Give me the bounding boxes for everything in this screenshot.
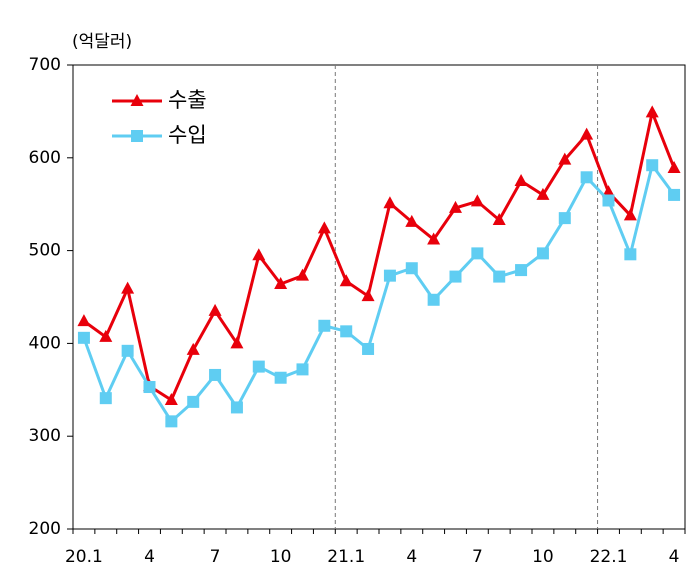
marker bbox=[274, 277, 288, 290]
legend-label: 수입 bbox=[168, 123, 207, 147]
y-tick-label: 600 bbox=[29, 148, 61, 168]
x-tick-label: 7 bbox=[472, 547, 483, 567]
x-tick-label: 4 bbox=[669, 547, 680, 567]
marker bbox=[558, 212, 571, 225]
marker bbox=[99, 392, 112, 405]
marker bbox=[99, 329, 113, 342]
x-tick-label: 4 bbox=[406, 547, 417, 567]
series-line bbox=[82, 161, 676, 424]
marker bbox=[252, 360, 265, 373]
marker bbox=[536, 187, 550, 200]
x-tick-label: 10 bbox=[270, 547, 292, 567]
marker bbox=[317, 221, 331, 234]
marker bbox=[77, 314, 91, 327]
marker bbox=[383, 196, 397, 209]
marker bbox=[131, 130, 143, 142]
y-axis-label: (억달러) bbox=[72, 32, 132, 52]
x-tick-label: 7 bbox=[210, 547, 221, 567]
marker bbox=[602, 194, 615, 207]
marker bbox=[121, 281, 135, 294]
marker bbox=[515, 264, 528, 277]
marker bbox=[558, 152, 572, 165]
marker bbox=[186, 342, 200, 355]
marker bbox=[209, 368, 222, 381]
marker bbox=[362, 342, 375, 355]
marker bbox=[340, 325, 353, 338]
marker bbox=[427, 293, 440, 306]
y-tick-label: 500 bbox=[29, 241, 61, 261]
marker bbox=[624, 248, 637, 261]
x-tick-label: 21.1 bbox=[327, 547, 365, 567]
marker bbox=[514, 174, 528, 186]
marker bbox=[471, 247, 484, 260]
marker bbox=[296, 268, 309, 281]
marker bbox=[646, 159, 659, 172]
y-tick-label: 700 bbox=[29, 55, 61, 75]
marker bbox=[645, 105, 659, 118]
marker bbox=[187, 395, 200, 408]
marker bbox=[208, 303, 222, 316]
marker bbox=[252, 248, 266, 261]
marker bbox=[623, 208, 637, 221]
marker bbox=[449, 270, 462, 283]
marker bbox=[296, 363, 309, 376]
marker bbox=[580, 171, 593, 184]
plot-frame bbox=[72, 64, 686, 530]
marker bbox=[668, 188, 681, 201]
marker bbox=[536, 247, 549, 260]
marker bbox=[165, 415, 178, 428]
marker bbox=[580, 127, 594, 140]
marker bbox=[492, 212, 506, 225]
marker bbox=[230, 401, 243, 414]
legend-label: 수출 bbox=[168, 88, 207, 112]
marker bbox=[230, 336, 244, 349]
marker bbox=[361, 289, 375, 302]
marker bbox=[383, 269, 396, 282]
marker bbox=[405, 262, 418, 275]
marker bbox=[405, 214, 419, 227]
marker bbox=[602, 185, 615, 198]
marker bbox=[130, 94, 144, 106]
y-tick-label: 400 bbox=[29, 333, 61, 353]
marker bbox=[493, 270, 506, 283]
marker bbox=[77, 331, 90, 344]
marker bbox=[667, 161, 681, 174]
marker bbox=[449, 200, 462, 213]
marker bbox=[164, 393, 178, 406]
marker bbox=[318, 319, 331, 332]
x-tick-label: 4 bbox=[144, 547, 155, 567]
x-tick-label: 20.1 bbox=[65, 547, 103, 567]
marker bbox=[143, 381, 156, 394]
marker bbox=[274, 371, 287, 384]
x-tick-label: 10 bbox=[532, 547, 554, 567]
marker bbox=[339, 274, 353, 287]
marker bbox=[121, 344, 134, 357]
x-tick-label: 22.1 bbox=[590, 547, 628, 567]
y-tick-label: 300 bbox=[29, 426, 61, 446]
series-line bbox=[83, 107, 676, 403]
marker bbox=[427, 232, 441, 245]
marker bbox=[470, 194, 484, 207]
y-tick-label: 200 bbox=[29, 519, 61, 539]
